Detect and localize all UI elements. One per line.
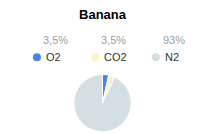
svg-text:3,5%: 3,5%	[43, 34, 68, 46]
svg-text:93%: 93%	[163, 34, 185, 46]
svg-text:Banana: Banana	[79, 7, 127, 22]
svg-text:CO2: CO2	[104, 51, 127, 63]
svg-text:O2: O2	[46, 51, 61, 63]
svg-text:N2: N2	[165, 51, 179, 63]
svg-text:3,5%: 3,5%	[101, 34, 126, 46]
